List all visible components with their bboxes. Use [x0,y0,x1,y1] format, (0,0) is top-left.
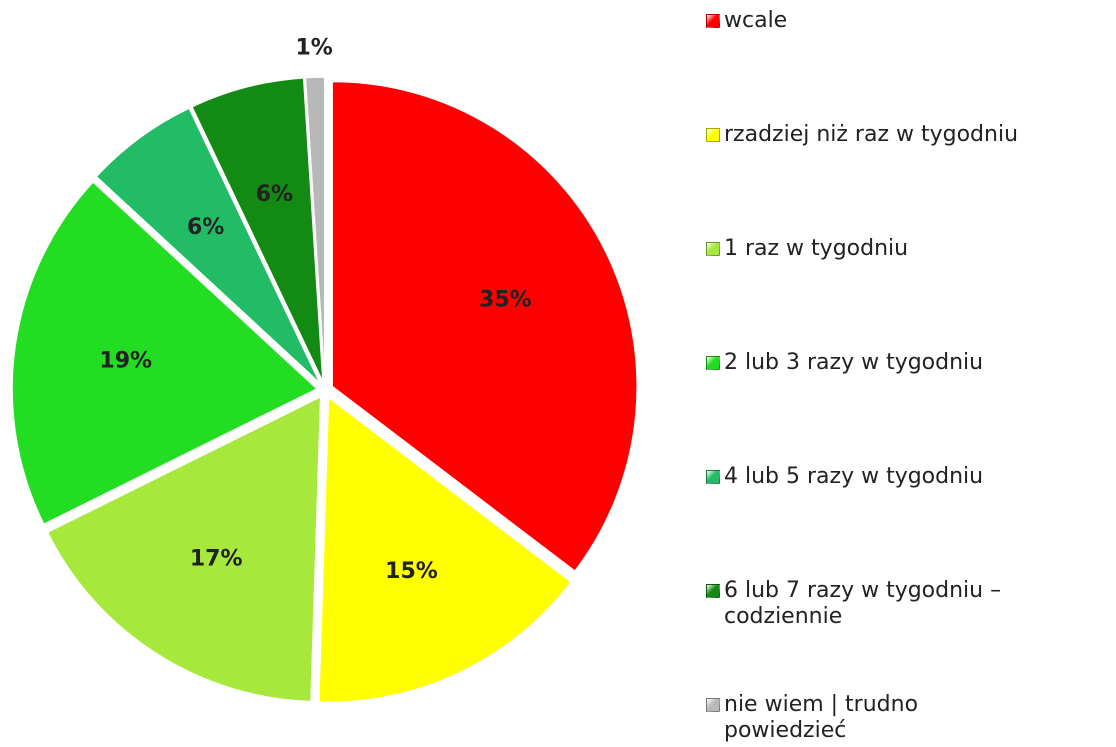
data-label: 15% [385,559,438,584]
legend-item: rzadziej niż raz w tygodniu [706,122,1106,148]
legend-swatch [706,698,720,712]
pie-slice [190,77,324,383]
legend-swatch [706,242,720,256]
legend-swatch [706,128,720,142]
legend-swatch [706,14,720,28]
legend-label: wcale [724,8,788,33]
legend-label: nie wiem | trudno powiedzieć [724,692,919,743]
legend-swatch [706,470,720,484]
legend-item: 6 lub 7 razy w tygodniu – codziennie [706,578,1026,630]
data-label: 17% [190,546,243,571]
legend-item: 4 lub 5 razy w tygodniu [706,464,1106,490]
legend-item: nie wiem | trudno powiedzieć [706,692,1026,744]
pie-slice [11,180,319,526]
pie-slice [304,76,326,383]
legend-label: rzadziej niż raz w tygodniu [724,122,1019,147]
legend-label: 1 raz w tygodniu [724,236,909,261]
data-label: 35% [479,288,532,313]
legend-item: 2 lub 3 razy w tygodniu [706,350,1106,376]
data-label: 6% [256,182,293,207]
legend-swatch [706,584,720,598]
legend-item: wcale [706,8,1106,34]
data-label: 19% [99,348,152,373]
legend-item: 1 raz w tygodniu [706,236,1106,262]
pie-slice [331,80,638,573]
pie-chart: 35% 15% 17% 19% 6% 6% 1% [11,36,638,703]
legend-label: 4 lub 5 razy w tygodniu [724,464,984,489]
data-label: 6% [187,215,224,240]
legend-label: 2 lub 3 razy w tygodniu [724,350,984,375]
pie-slice [95,107,321,385]
legend-swatch [706,356,720,370]
legend-label: 6 lub 7 razy w tygodniu – codziennie [724,578,1002,629]
pie-slice [46,395,322,703]
data-label: 1% [295,36,332,61]
pie-slice [317,395,573,703]
